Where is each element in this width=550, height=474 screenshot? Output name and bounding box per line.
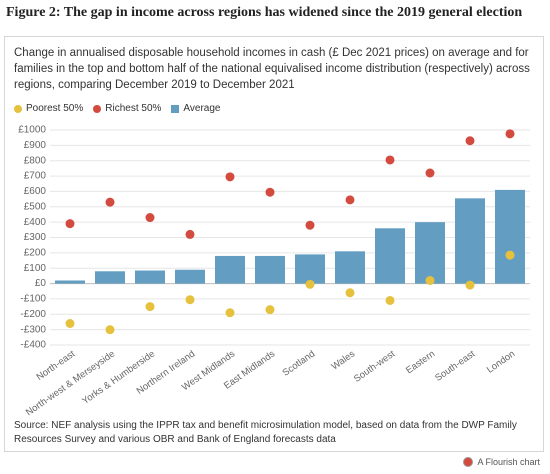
bar (215, 255, 245, 284)
x-tick-label: Yorks & Humberside (80, 349, 157, 407)
dot (465, 280, 475, 290)
credit[interactable]: A Flourish chart (463, 457, 540, 467)
dot (425, 276, 435, 285)
dot (225, 308, 235, 318)
y-tick-label: £0 (35, 278, 47, 289)
y-tick-label: -£100 (20, 294, 46, 305)
bar (255, 255, 285, 284)
y-tick-label: £600 (24, 186, 47, 197)
legend-item[interactable]: Average (171, 103, 220, 114)
dot (185, 295, 195, 305)
legend-swatch (93, 104, 102, 113)
credit-icon (463, 457, 474, 467)
dot (145, 302, 155, 312)
y-tick-label: -£200 (20, 309, 46, 320)
dot (465, 136, 475, 146)
y-tick-label: £900 (24, 140, 47, 151)
bar (175, 269, 205, 284)
bar (135, 270, 165, 284)
bar (375, 228, 405, 284)
dot (305, 279, 315, 289)
x-tick-label: Scotland (281, 349, 318, 379)
source-note: Source: NEF analysis using the IPPR tax … (14, 420, 517, 445)
credit-text[interactable]: A Flourish chart (477, 457, 540, 467)
y-tick-label: £400 (24, 217, 47, 228)
y-tick-label: -£400 (20, 340, 46, 351)
x-tick-label: South-east (433, 348, 477, 384)
dot (105, 197, 115, 207)
dot (305, 220, 315, 230)
dot (65, 219, 75, 229)
y-tick-label: £500 (24, 201, 47, 212)
dot (385, 155, 395, 165)
bar (295, 254, 325, 284)
bar (55, 280, 85, 284)
legend-swatch (171, 104, 180, 113)
bar (415, 222, 445, 284)
dot (185, 229, 195, 239)
dot (345, 288, 355, 298)
dot (265, 187, 275, 197)
subtitle: Change in annualised disposable househol… (14, 47, 530, 91)
y-tick-label: £800 (24, 155, 47, 166)
legend-label: Richest 50% (105, 103, 162, 114)
y-tick-label: -£300 (20, 324, 46, 335)
y-tick-label: £200 (24, 247, 47, 258)
dot (225, 172, 235, 182)
x-tick-label: Wales (330, 348, 358, 372)
bar (495, 189, 525, 284)
bar (455, 198, 485, 284)
dot (105, 325, 115, 335)
chart-frame (4, 36, 544, 452)
y-tick-label: £100 (24, 263, 47, 274)
x-tick-label: Eastern (404, 349, 437, 377)
legend-item[interactable]: Richest 50% (93, 103, 161, 114)
legend-item[interactable]: Poorest 50% (14, 103, 83, 114)
dot (65, 319, 75, 328)
dot (505, 250, 515, 260)
dot (385, 295, 395, 305)
y-tick-label: £300 (24, 232, 47, 243)
y-tick-label: £1000 (18, 125, 46, 136)
y-tick-label: £700 (24, 171, 47, 182)
bar (335, 251, 365, 284)
bar (95, 271, 125, 284)
dot (265, 305, 275, 315)
legend-label: Poorest 50% (26, 103, 84, 114)
dot (505, 129, 515, 139)
dot (425, 168, 435, 178)
figure-title: Figure 2: The gap in income across regio… (6, 5, 523, 20)
legend-swatch (14, 104, 22, 113)
x-tick-label: South-west (352, 348, 398, 384)
dot (345, 195, 355, 205)
x-tick-label: London (485, 349, 517, 376)
dot (145, 213, 155, 223)
legend-label: Average (183, 103, 221, 114)
legend: Poorest 50% Richest 50% Average (14, 103, 220, 114)
